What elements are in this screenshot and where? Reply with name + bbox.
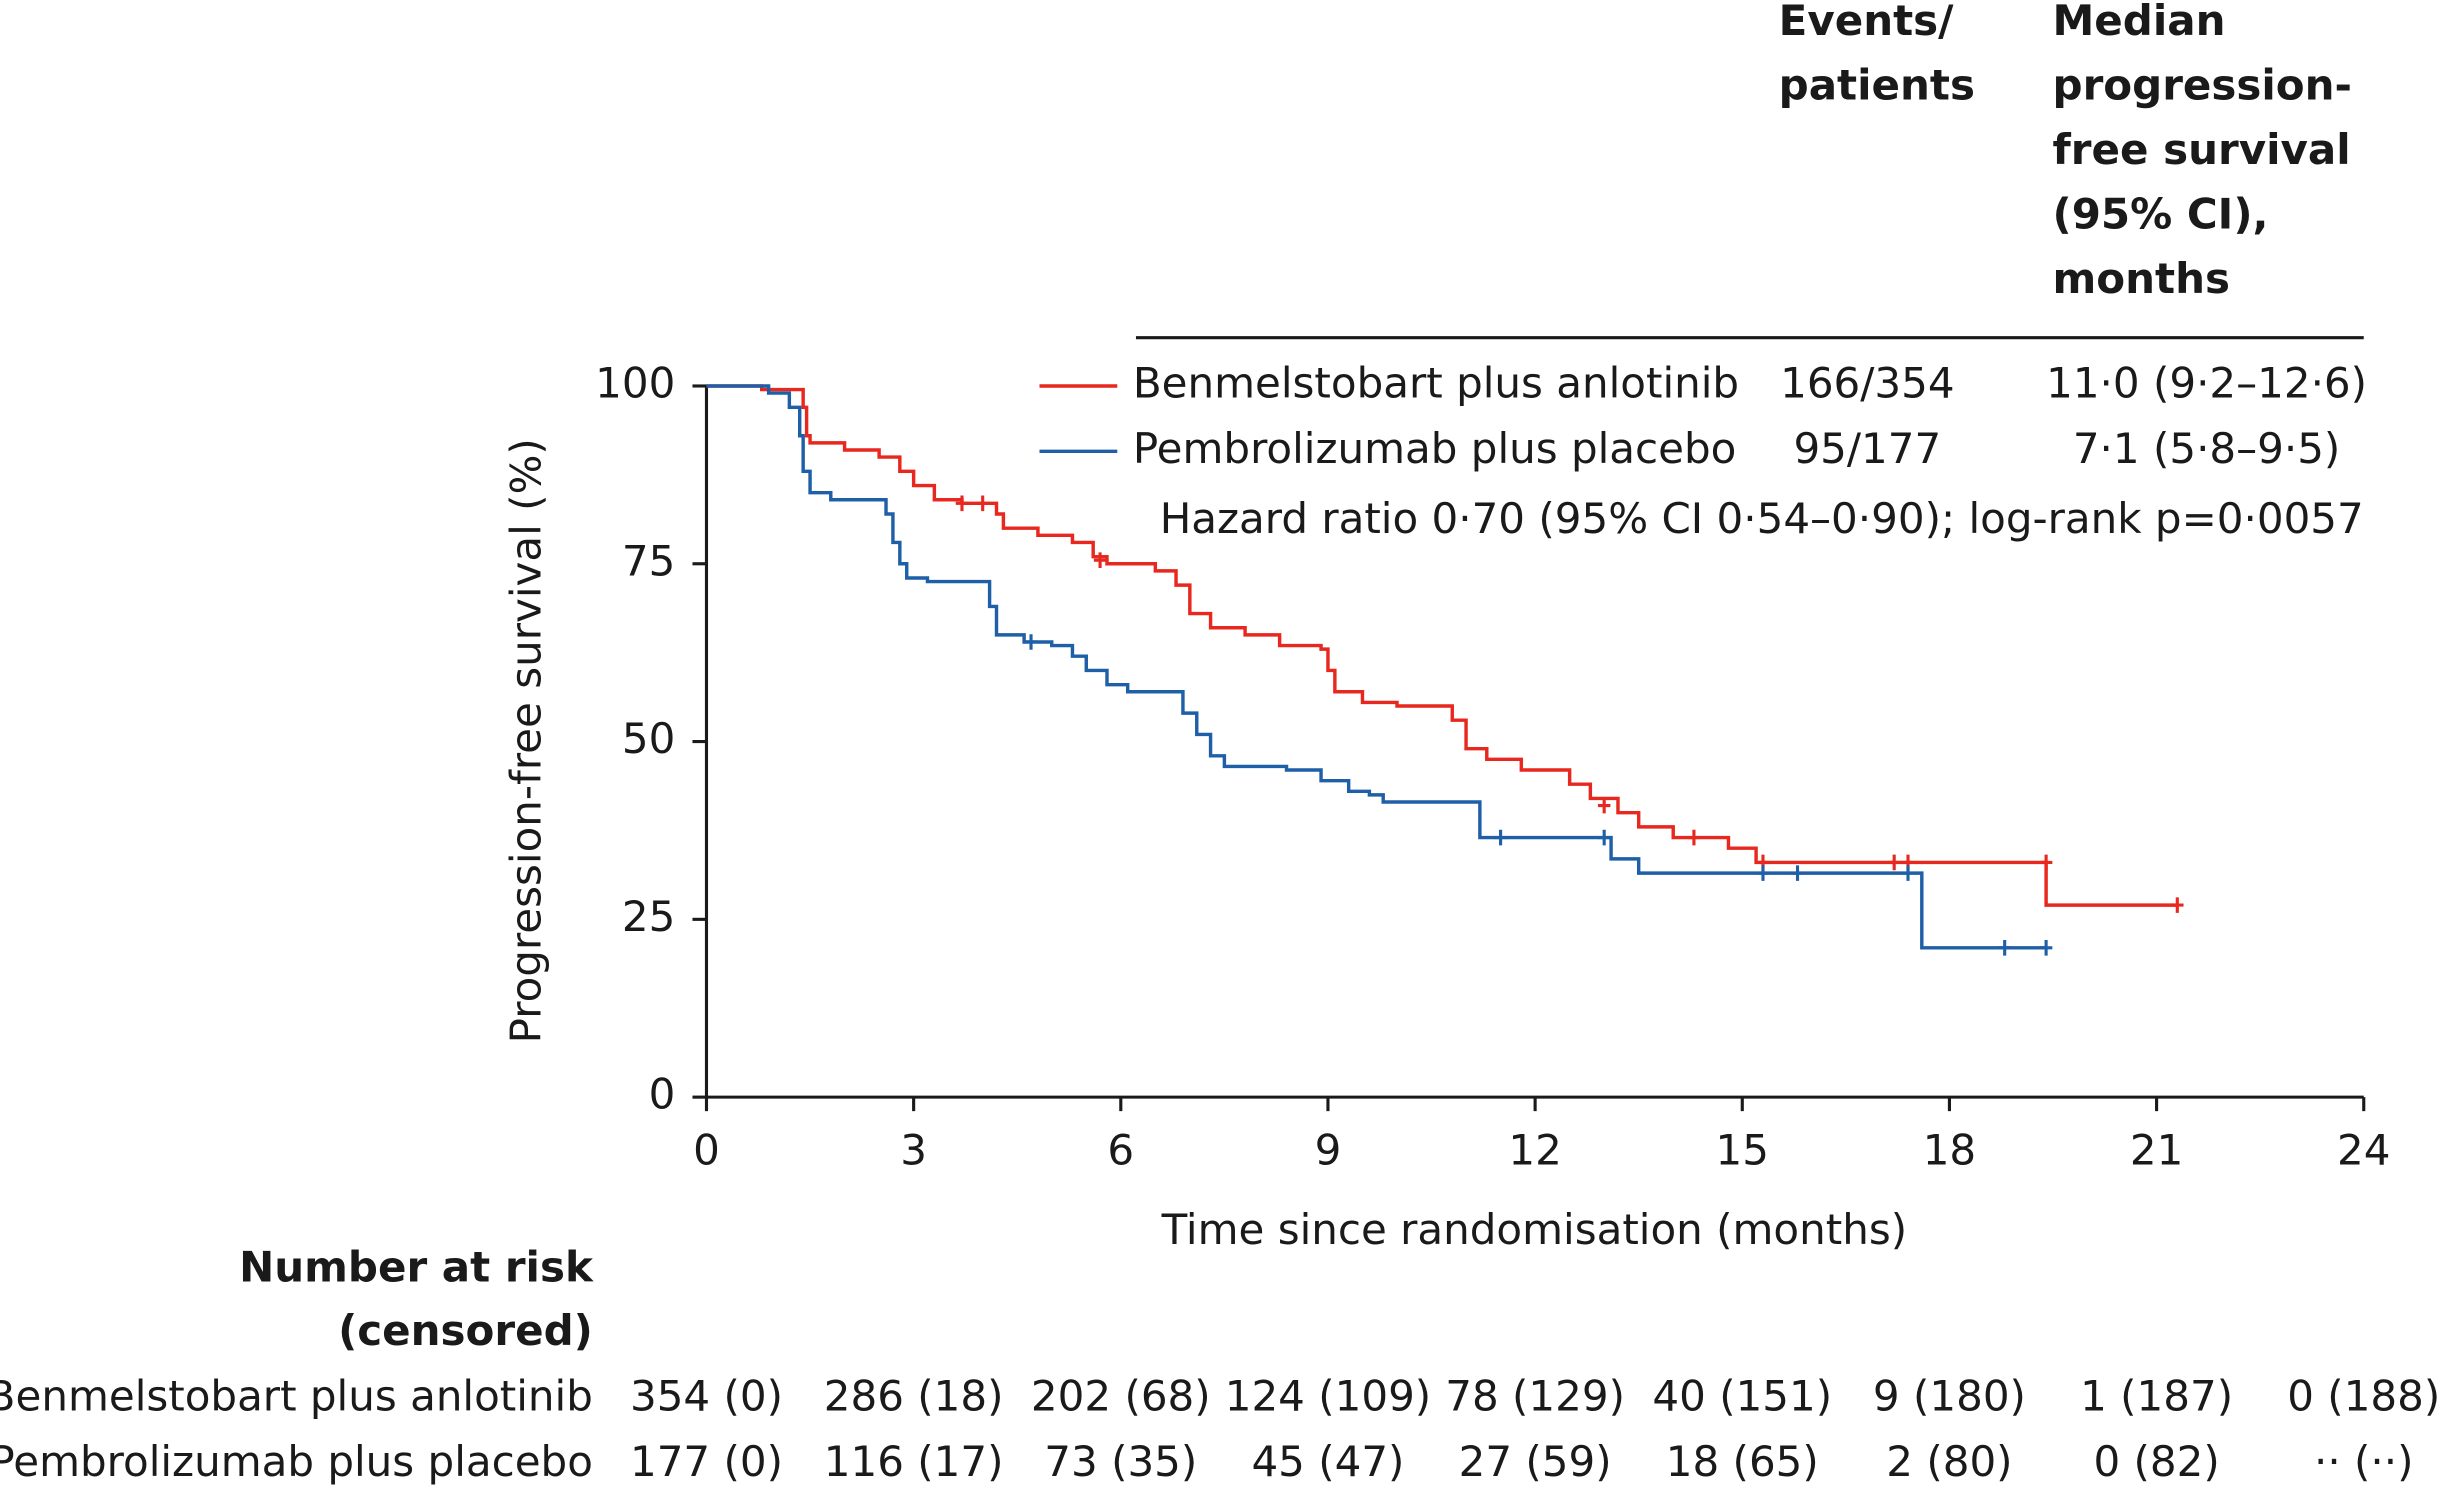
legend-label: Pembrolizumab plus placebo — [1133, 424, 1736, 473]
x-tick-label: 6 — [1107, 1126, 1134, 1175]
legend-median: 11·0 (9·2–12·6) — [2046, 358, 2367, 407]
risk-value: 1 (187) — [2080, 1372, 2233, 1421]
risk-row-label: Pembrolizumab plus placebo — [0, 1437, 593, 1486]
censor-mark — [1791, 865, 1804, 881]
legend-header: Events/ — [1779, 0, 1955, 45]
censor-mark — [2039, 940, 2053, 956]
risk-value: 202 (68) — [1031, 1372, 1211, 1421]
risk-value: 18 (65) — [1666, 1437, 1819, 1486]
x-tick-label: 12 — [1508, 1126, 1561, 1175]
x-axis-label: Time since randomisation (months) — [1161, 1205, 1908, 1254]
censor-mark — [2171, 897, 2184, 913]
annotation: Hazard ratio 0·70 (95% CI 0·54–0·90); lo… — [1160, 494, 2364, 543]
risk-value: 124 (109) — [1225, 1372, 1431, 1421]
x-tick-label: 9 — [1315, 1126, 1342, 1175]
censor-mark — [976, 495, 989, 512]
x-tick-label: 15 — [1716, 1126, 1769, 1175]
risk-value: 9 (180) — [1873, 1372, 2026, 1421]
y-axis-label: Progression-free survival (%) — [502, 438, 551, 1043]
risk-value: 286 (18) — [824, 1372, 1004, 1421]
risk-row-label: Benmelstobart plus anlotinib — [0, 1372, 593, 1421]
legend-median: 7·1 (5·8–9·5) — [2073, 424, 2341, 473]
censor-mark — [955, 495, 969, 512]
x-tick-label: 18 — [1923, 1126, 1976, 1175]
y-tick-label: 25 — [622, 892, 675, 941]
risk-value: 40 (151) — [1652, 1372, 1832, 1421]
censor-mark — [1887, 854, 1901, 871]
risk-value: 177 (0) — [630, 1437, 783, 1486]
censor-mark — [1597, 797, 1611, 814]
censor-mark — [1901, 865, 1915, 881]
censor-mark — [2039, 854, 2053, 871]
risk-value: 78 (129) — [1445, 1372, 1625, 1421]
risk-title: Number at risk — [239, 1242, 594, 1291]
risk-value: 73 (35) — [1044, 1437, 1197, 1486]
censor-mark — [1494, 829, 1507, 846]
legend-header: months — [2053, 254, 2231, 303]
risk-value: 116 (17) — [824, 1437, 1004, 1486]
legend-label: Benmelstobart plus anlotinib — [1133, 358, 1739, 407]
censor-mark — [1756, 865, 1770, 881]
x-tick-label: 24 — [2337, 1126, 2390, 1175]
legend-header: free survival — [2053, 125, 2351, 174]
x-tick-label: 3 — [900, 1126, 927, 1175]
censor-mark — [1687, 829, 1701, 846]
y-tick-label: 0 — [649, 1070, 676, 1119]
risk-value: 27 (59) — [1459, 1437, 1612, 1486]
y-tick-label: 100 — [595, 358, 675, 407]
survival-curve — [706, 384, 2178, 907]
legend-header: (95% CI), — [2053, 190, 2269, 239]
risk-value: 45 (47) — [1251, 1437, 1404, 1486]
risk-value: ·· (··) — [2314, 1437, 2414, 1486]
y-tick-label: 50 — [622, 714, 675, 763]
legend-events: 95/177 — [1793, 424, 1941, 473]
y-tick-label: 75 — [622, 536, 675, 585]
legend-header: patients — [1779, 60, 1975, 109]
legend-header: Median — [2053, 0, 2226, 45]
legend-events: 166/354 — [1780, 358, 1954, 407]
risk-value: 354 (0) — [630, 1372, 783, 1421]
survival-curve — [706, 384, 2047, 950]
x-tick-label: 0 — [693, 1126, 720, 1175]
risk-value: 0 (188) — [2287, 1372, 2440, 1421]
risk-title: (censored) — [338, 1306, 593, 1355]
censor-mark — [1024, 634, 1038, 650]
censor-mark — [1998, 940, 2011, 956]
censor-mark — [1093, 552, 1107, 568]
legend-header: progression- — [2053, 60, 2352, 109]
x-tick-label: 21 — [2130, 1126, 2183, 1175]
risk-value: 0 (82) — [2093, 1437, 2219, 1486]
censor-mark — [1597, 829, 1611, 846]
risk-value: 2 (80) — [1886, 1437, 2012, 1486]
